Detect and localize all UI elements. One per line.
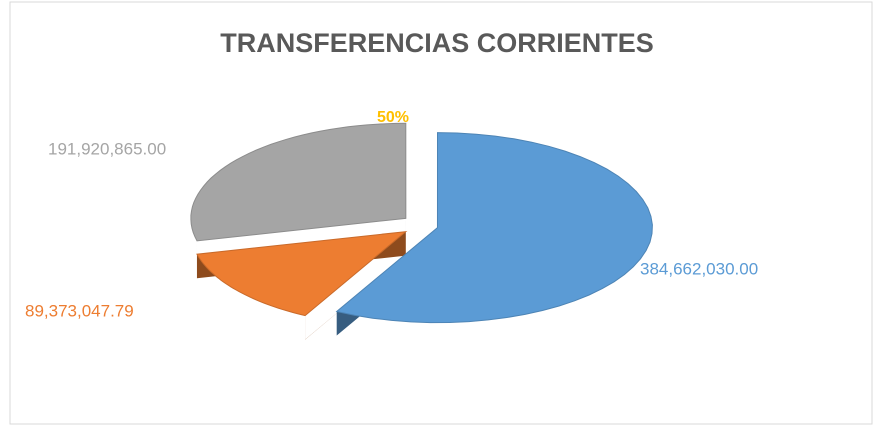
chart-title: TRANSFERENCIAS CORRIENTES bbox=[220, 28, 654, 58]
slice bbox=[335, 132, 653, 324]
data-label: 89,373,047.79 bbox=[25, 301, 134, 320]
annotation: 50% bbox=[377, 109, 409, 126]
data-label: 191,920,865.00 bbox=[48, 139, 166, 158]
data-label: 384,662,030.00 bbox=[640, 259, 758, 278]
slice bbox=[196, 230, 408, 317]
slice bbox=[190, 122, 407, 242]
